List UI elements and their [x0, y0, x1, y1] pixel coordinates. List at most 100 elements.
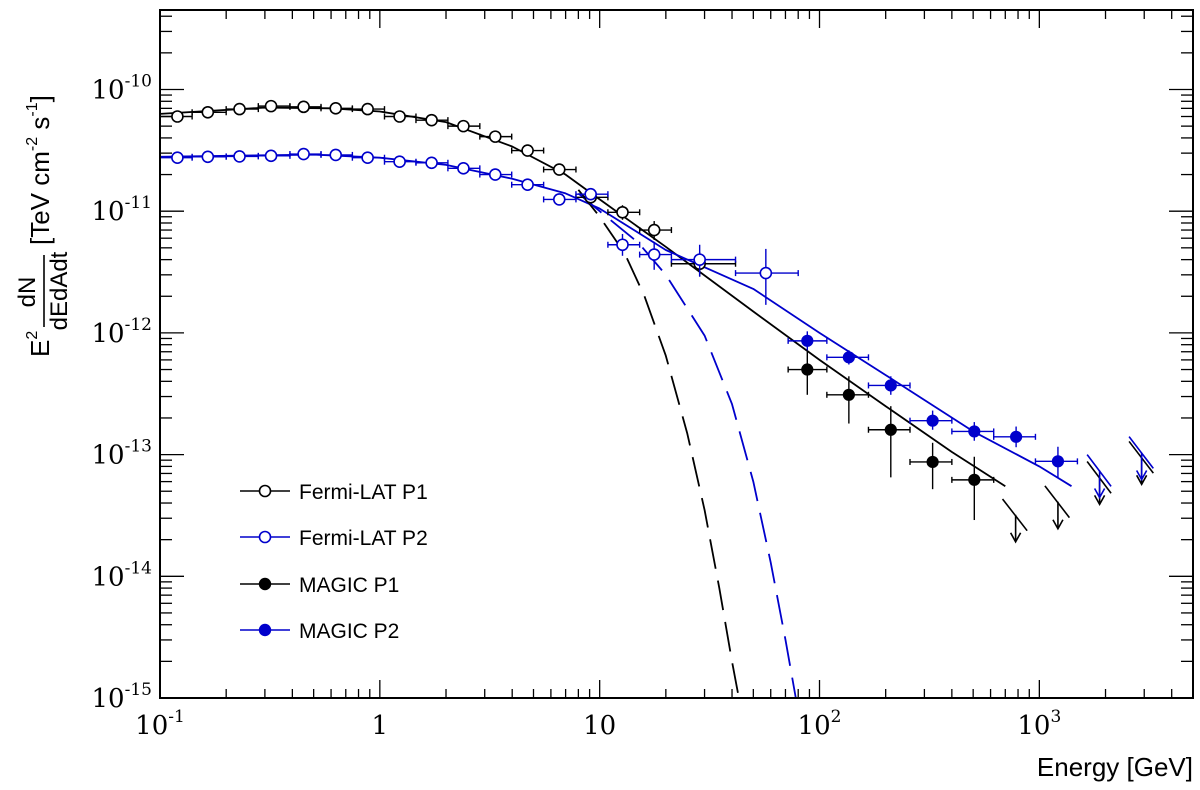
data-point-open	[297, 100, 310, 114]
data-point-open	[457, 119, 470, 133]
data-point-open	[488, 130, 502, 143]
data-point-open	[393, 110, 406, 123]
upper-limit-arrow	[1052, 519, 1064, 531]
y-axis-unit-open: [TeV cm	[25, 151, 55, 245]
y-tick-label: 10-10	[92, 71, 152, 105]
y-axis-unit-s-exp: -1	[24, 102, 41, 116]
y-tick-exp: -15	[125, 680, 152, 700]
y-tick-base: 10	[92, 197, 125, 227]
data-point-filled	[842, 388, 855, 401]
data-point-open	[693, 253, 706, 266]
y-axis-numerator: dN	[14, 277, 41, 308]
data-point-filled	[842, 351, 855, 364]
powerlaw-curve	[159, 153, 1072, 487]
data-point-filled	[801, 334, 814, 347]
data-point-open	[233, 102, 246, 116]
data-point-filled	[884, 423, 897, 436]
y-tick-label: 10-14	[92, 558, 152, 592]
y-axis-title: E2 dN dEdAdt [TeV cm-2 s-1]	[14, 95, 73, 357]
plot-frame	[159, 9, 1194, 699]
x-tick-base: 10	[1017, 711, 1050, 741]
legend-entry-magic-p1: MAGIC P1	[240, 574, 399, 597]
data-point-open	[457, 162, 470, 175]
data-point-open	[584, 187, 597, 201]
upper-limit-arrow	[1093, 494, 1106, 507]
y-tick-exp: -13	[125, 437, 152, 457]
data-point-filled	[884, 379, 897, 392]
y-tick-label: 10-13	[92, 437, 152, 471]
data-points	[159, 99, 1154, 544]
legend-entry-magic-p2: MAGIC P2	[240, 620, 399, 643]
upper-limit-arrow	[1135, 474, 1148, 486]
data-point-filled	[968, 425, 981, 438]
y-tick-label: 10-15	[92, 680, 152, 714]
x-tick-base: 10	[135, 711, 168, 741]
y-tick-base: 10	[92, 75, 125, 105]
data-point-open	[488, 168, 502, 181]
data-point-open	[171, 151, 184, 165]
data-point-open	[264, 99, 278, 113]
data-point-open	[171, 110, 184, 123]
legend-marker-fermi-p1	[258, 484, 272, 498]
x-tick-base: 10	[798, 711, 831, 741]
data-point-open	[361, 102, 374, 116]
y-tick-base: 10	[92, 562, 125, 592]
y-axis-unit-cm-exp: -2	[24, 137, 41, 151]
data-point-filled	[926, 455, 939, 469]
legend-marker-magic-p1	[258, 577, 272, 591]
y-tick-exp: -11	[125, 193, 152, 213]
x-tick-exp: 2	[831, 707, 842, 727]
data-point-open	[361, 151, 374, 165]
y-axis-unit: [TeV cm-2 s-1]	[24, 95, 55, 245]
y-tick-exp: -10	[125, 71, 152, 91]
data-point-filled	[801, 363, 814, 376]
data-point-open	[201, 150, 215, 164]
x-tick-exp: 3	[1050, 707, 1061, 727]
y-axis-denominator: dEdAdt	[46, 251, 73, 330]
y-axis-unit-s: s	[25, 117, 55, 137]
data-point-open	[552, 163, 566, 176]
axis-ticks	[159, 10, 1194, 699]
legend: Fermi-LAT P1 Fermi-LAT P2 MAGIC P1 MAGIC…	[240, 481, 428, 643]
upper-limit-arrow	[1093, 488, 1106, 500]
data-point-open	[521, 178, 534, 192]
y-axis-prefix: E2	[24, 331, 55, 357]
data-point-open	[616, 238, 629, 252]
x-axis-title: Energy [GeV]	[1037, 752, 1193, 782]
data-point-open	[393, 155, 406, 169]
x-tick-label: 102	[798, 707, 842, 741]
data-point-open	[647, 248, 661, 261]
x-tick-exp: -1	[168, 707, 185, 727]
data-point-open	[264, 149, 278, 163]
cutoff-curve	[577, 192, 797, 699]
data-point-open	[297, 147, 310, 161]
data-point-filled	[926, 414, 939, 427]
tick-labels: 10-1 1 10 102 10310-1510-1410-1310-1210-1110…	[92, 71, 1062, 741]
data-point-open	[329, 148, 343, 162]
data-point-filled	[1051, 455, 1065, 468]
data-point-filled	[968, 473, 981, 486]
cutoff-curve	[577, 189, 740, 699]
legend-entry-fermi-p1: Fermi-LAT P1	[240, 481, 428, 504]
data-point-open	[759, 266, 773, 280]
upper-limit-arrow	[1009, 532, 1022, 544]
x-tick-base: 1	[372, 711, 389, 741]
data-point-open	[521, 144, 534, 157]
x-tick-label: 103	[1017, 707, 1061, 741]
y-tick-base: 10	[92, 684, 125, 714]
legend-entry-fermi-p2: Fermi-LAT P2	[240, 527, 428, 550]
x-tick-label: 10-1	[135, 707, 185, 741]
y-tick-label: 10-11	[92, 193, 152, 227]
data-point-open	[233, 150, 246, 163]
x-tick-label: 1	[372, 711, 389, 741]
legend-label-fermi-p2: Fermi-LAT P2	[299, 527, 428, 550]
legend-marker-fermi-p2	[258, 530, 272, 544]
legend-label-magic-p2: MAGIC P2	[299, 620, 399, 643]
data-point-open	[552, 193, 566, 206]
y-axis-prefix-e: E	[25, 340, 55, 357]
legend-label-magic-p1: MAGIC P1	[299, 574, 399, 597]
y-tick-exp: -12	[125, 315, 152, 335]
data-point-open	[425, 156, 438, 170]
y-axis-unit-close: ]	[25, 95, 55, 102]
